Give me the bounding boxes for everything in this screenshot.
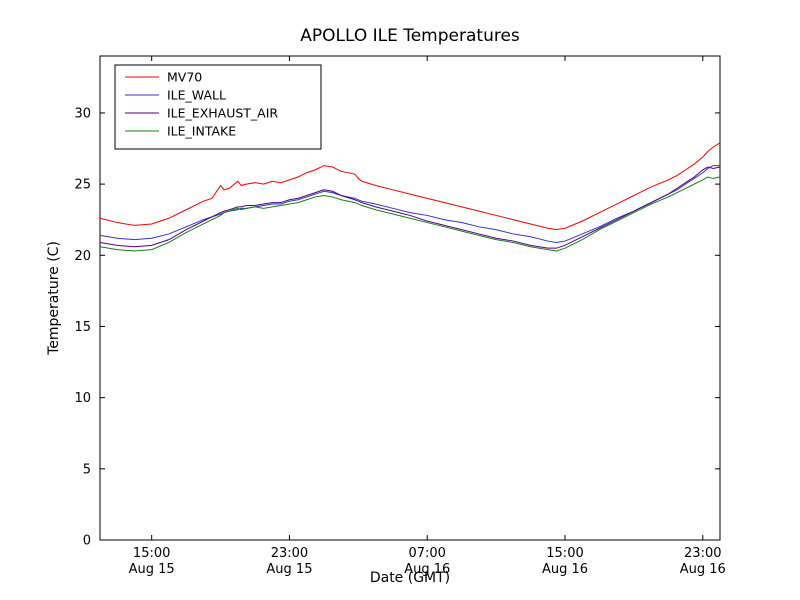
- y-tick-label: 10: [74, 391, 91, 406]
- x-tick-label-date: Aug 16: [404, 562, 450, 577]
- legend: MV70 ILE_WALL ILE_EXHAUST_AIR ILE_INTAKE: [114, 64, 322, 150]
- x-tick-label-date: Aug 15: [266, 562, 312, 577]
- chart-title: APOLLO ILE Temperatures: [300, 26, 520, 46]
- y-tick-label: 20: [74, 249, 91, 264]
- y-axis-label: Temperature (C): [46, 241, 62, 356]
- axes-frame: [99, 55, 721, 541]
- x-tick-label-date: Aug 15: [129, 562, 175, 577]
- legend-label-ILE_EXHAUST_AIR: ILE_EXHAUST_AIR: [167, 106, 278, 121]
- y-tick-label: 25: [74, 178, 91, 193]
- x-tick-label-time: 15:00: [133, 546, 170, 561]
- x-tick-label-time: 15:00: [546, 546, 583, 561]
- x-tick-label-date: Aug 16: [680, 562, 726, 577]
- y-tick-label: 15: [74, 320, 91, 335]
- y-tick-label: 30: [74, 106, 91, 121]
- legend-box: [114, 64, 322, 150]
- series-line-ILE_EXHAUST_AIR: [99, 166, 721, 249]
- legend-label-ILE_INTAKE: ILE_INTAKE: [167, 124, 236, 139]
- legend-label-MV70: MV70: [167, 70, 202, 85]
- x-tick-label-date: Aug 16: [542, 562, 588, 577]
- series-line-ILE_WALL: [99, 165, 720, 243]
- series-line-ILE_INTAKE: [99, 176, 721, 252]
- x-tick-label-time: 23:00: [684, 546, 721, 561]
- series-line-MV70: [99, 142, 721, 231]
- legend-label-ILE_WALL: ILE_WALL: [167, 88, 226, 103]
- y-tick-label: 5: [83, 462, 91, 477]
- x-axis-label: Date (GMT): [370, 570, 450, 586]
- x-tick-label-time: 07:00: [408, 546, 445, 561]
- x-tick-label-time: 23:00: [271, 546, 308, 561]
- y-tick-label: 0: [83, 534, 91, 549]
